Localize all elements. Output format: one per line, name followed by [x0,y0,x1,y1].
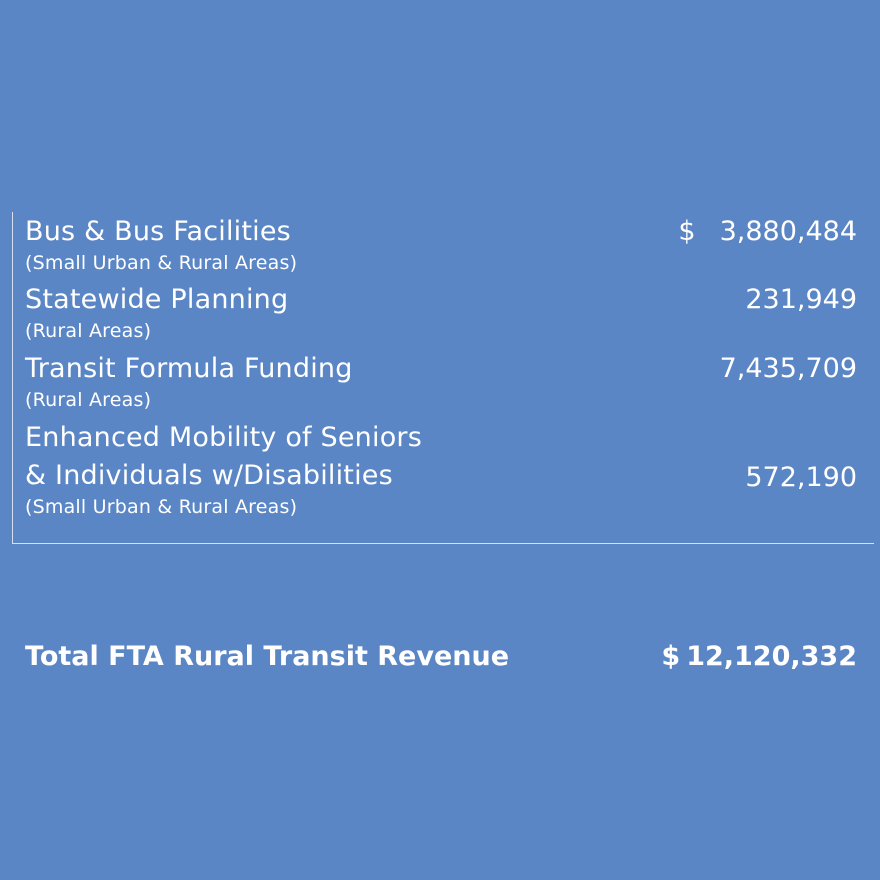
row-sublabel: (Rural Areas) [25,320,152,342]
total-amount: $12,120,332 [661,637,857,677]
row-label-line2: & Individuals w/Disabilities [25,460,393,491]
row-amount: 231,949 [745,284,857,315]
row-label: Statewide Planning [25,284,289,315]
row-sublabel: (Rural Areas) [25,389,152,411]
amount-value: 3,880,484 [719,216,857,247]
row-amount: $3,880,484 [678,213,857,251]
row-sublabel: (Small Urban & Rural Areas) [25,496,298,518]
revenue-table-frame [12,212,874,544]
total-label: Total FTA Rural Transit Revenue [25,641,510,672]
row-amount: 572,190 [745,462,857,493]
row-label-line1: Enhanced Mobility of Seniors [25,422,422,453]
revenue-row-statewide-planning: Statewide Planning (Rural Areas) 231,949 [25,281,857,343]
row-label: Bus & Bus Facilities [25,216,291,247]
revenue-row-enhanced-mobility: Enhanced Mobility of Seniors & Individua… [25,419,857,519]
currency-symbol: $ [678,216,696,247]
row-sublabel: (Small Urban & Rural Areas) [25,252,298,274]
row-label: Transit Formula Funding [25,353,353,384]
total-row: Total FTA Rural Transit Revenue $12,120,… [25,637,857,677]
revenue-row-transit-formula: Transit Formula Funding (Rural Areas) 7,… [25,350,857,412]
row-amount: 7,435,709 [719,353,857,384]
total-amount-value: 12,120,332 [686,641,857,672]
currency-symbol: $ [661,641,681,672]
revenue-row-bus-facilities: Bus & Bus Facilities (Small Urban & Rura… [25,213,857,275]
